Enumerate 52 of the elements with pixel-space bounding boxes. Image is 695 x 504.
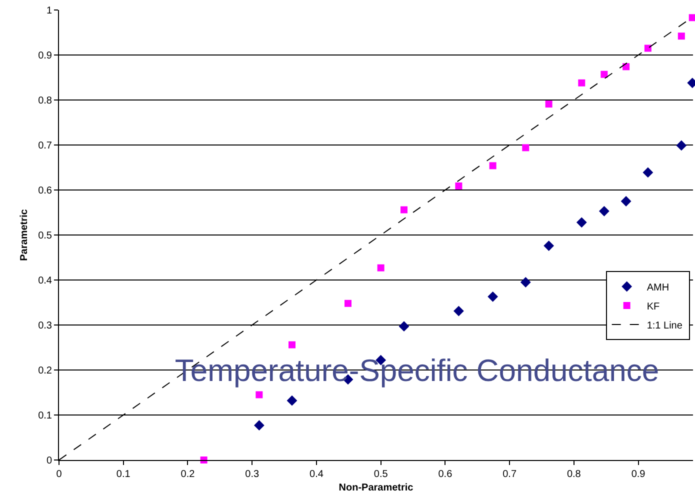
point xyxy=(400,206,408,214)
y-tick-label: 0.7 xyxy=(38,140,52,152)
point xyxy=(254,420,264,431)
point xyxy=(578,79,586,86)
point xyxy=(544,240,554,251)
point xyxy=(398,321,410,332)
x-axis-title: Non-Parametric xyxy=(338,482,414,494)
x-tick-label: 0.2 xyxy=(180,469,196,480)
point xyxy=(288,341,296,348)
x-tick-label: 0.6 xyxy=(438,469,453,480)
point xyxy=(455,182,462,190)
x-tick-label: 0.9 xyxy=(631,469,646,480)
x-tick-label: 0.3 xyxy=(245,469,260,480)
y-tick-label: 1 xyxy=(46,6,52,16)
x-tick-label: 0.4 xyxy=(310,469,324,480)
point xyxy=(377,264,384,272)
y-tick-label: 0.5 xyxy=(38,230,52,242)
legend-label: KF xyxy=(646,301,660,312)
point xyxy=(454,306,464,316)
point xyxy=(522,144,530,152)
y-tick-label: 0.1 xyxy=(38,410,52,422)
x-tick-label: 0.5 xyxy=(374,469,388,480)
point xyxy=(576,217,587,228)
x-tick-label: 0 xyxy=(56,469,62,480)
point xyxy=(344,300,352,307)
point xyxy=(644,44,652,52)
point xyxy=(688,14,695,22)
y-tick-label: 0.8 xyxy=(38,96,52,106)
y-tick-label: 0.3 xyxy=(38,320,52,332)
point xyxy=(488,291,498,302)
point xyxy=(598,206,610,216)
point xyxy=(545,100,552,108)
point xyxy=(600,70,608,78)
point xyxy=(489,162,496,170)
y-tick-label: 0.9 xyxy=(38,50,52,62)
x-tick-label: 0.1 xyxy=(116,469,131,480)
point xyxy=(256,391,263,398)
x-tick-label: 0.8 xyxy=(566,469,582,480)
point xyxy=(286,395,298,406)
legend-label: AMH xyxy=(646,282,670,294)
legend-label: 1:1 Line xyxy=(646,320,683,332)
y-tick-label: 0.6 xyxy=(38,186,52,196)
y-tick-label: 0 xyxy=(46,456,52,466)
x-tick-label: 0.7 xyxy=(502,469,517,480)
point xyxy=(642,167,654,178)
point xyxy=(678,32,685,40)
y-tick-label: 0.4 xyxy=(38,276,52,286)
point xyxy=(520,277,531,288)
y-axis-title: Parametric xyxy=(19,208,30,261)
y-tick-label: 0.2 xyxy=(38,366,52,376)
point xyxy=(620,196,632,206)
point xyxy=(676,140,687,151)
